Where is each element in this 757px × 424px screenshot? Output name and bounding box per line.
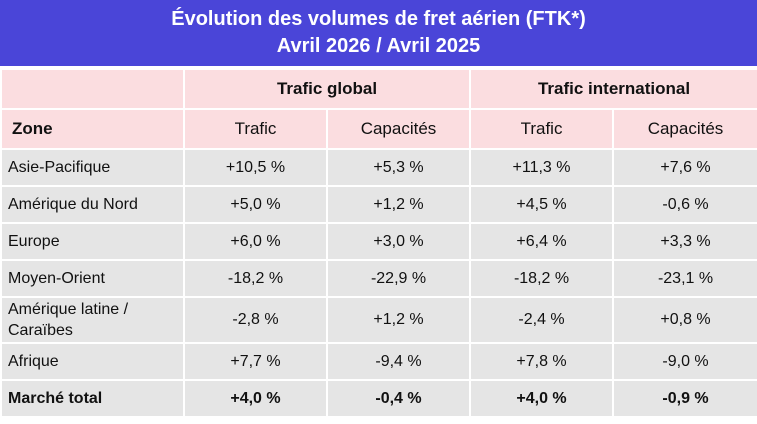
value-cell: +4,0 % [469, 379, 615, 418]
value-cell: -2,4 % [469, 296, 615, 344]
value-cell: -2,8 % [183, 296, 328, 344]
zone-cell: Marché total [0, 379, 185, 418]
value-cell: -9,0 % [612, 342, 757, 381]
zone-cell: Amérique du Nord [0, 185, 185, 224]
value-cell: +3,3 % [612, 222, 757, 261]
table-row: Moyen-Orient -18,2 % -22,9 % -18,2 % -23… [0, 259, 757, 298]
value-cell: -18,2 % [183, 259, 328, 298]
zone-cell: Afrique [0, 342, 185, 381]
table-row: Europe +6,0 % +3,0 % +6,4 % +3,3 % [0, 222, 757, 261]
column-header-international-capacites: Capacités [612, 108, 757, 150]
freight-table: Trafic global Trafic international Zone … [0, 68, 757, 418]
table-row-total: Marché total +4,0 % -0,4 % +4,0 % -0,9 % [0, 379, 757, 418]
zone-cell: Europe [0, 222, 185, 261]
table-row: Amérique latine / Caraïbes -2,8 % +1,2 %… [0, 296, 757, 344]
value-cell: -18,2 % [469, 259, 615, 298]
value-cell: +4,0 % [183, 379, 328, 418]
column-header-zone: Zone [0, 108, 185, 150]
zone-cell: Amérique latine / Caraïbes [0, 296, 185, 344]
value-cell: -0,9 % [612, 379, 757, 418]
column-header-global-trafic: Trafic [183, 108, 328, 150]
value-cell: +0,8 % [612, 296, 757, 344]
value-cell: -23,1 % [612, 259, 757, 298]
value-cell: +7,8 % [469, 342, 615, 381]
value-cell: +5,3 % [325, 148, 472, 187]
value-cell: +6,4 % [469, 222, 615, 261]
column-header-international-trafic: Trafic [469, 108, 615, 150]
group-header-row: Trafic global Trafic international [0, 68, 757, 110]
group-header-global: Trafic global [182, 68, 472, 110]
group-header-international: Trafic international [469, 68, 757, 110]
column-header-row: Zone Trafic Capacités Trafic Capacités [0, 108, 757, 150]
group-header-empty [0, 68, 185, 110]
value-cell: +7,6 % [612, 148, 757, 187]
value-cell: -0,6 % [612, 185, 757, 224]
zone-cell: Asie-Pacifique [0, 148, 185, 187]
value-cell: -9,4 % [325, 342, 472, 381]
zone-cell-line-1: Amérique latine / [8, 301, 129, 318]
value-cell: +10,5 % [183, 148, 328, 187]
value-cell: +4,5 % [469, 185, 615, 224]
title-line-2: Avril 2026 / Avril 2025 [276, 35, 481, 57]
zone-cell-line-2: Caraïbes [8, 322, 73, 339]
value-cell: +11,3 % [469, 148, 615, 187]
value-cell: -22,9 % [325, 259, 472, 298]
table-title: Évolution des volumes de fret aérien (FT… [0, 0, 757, 66]
table-row: Amérique du Nord +5,0 % +1,2 % +4,5 % -0… [0, 185, 757, 224]
value-cell: +5,0 % [183, 185, 328, 224]
table-row: Asie-Pacifique +10,5 % +5,3 % +11,3 % +7… [0, 148, 757, 187]
value-cell: +3,0 % [325, 222, 472, 261]
column-header-global-capacites: Capacités [325, 108, 472, 150]
value-cell: +1,2 % [325, 296, 472, 344]
table-row: Afrique +7,7 % -9,4 % +7,8 % -9,0 % [0, 342, 757, 381]
title-line-1: Évolution des volumes de fret aérien (FT… [171, 8, 586, 30]
value-cell: +7,7 % [183, 342, 328, 381]
zone-cell: Moyen-Orient [0, 259, 185, 298]
value-cell: +1,2 % [325, 185, 472, 224]
value-cell: +6,0 % [183, 222, 328, 261]
value-cell: -0,4 % [325, 379, 472, 418]
